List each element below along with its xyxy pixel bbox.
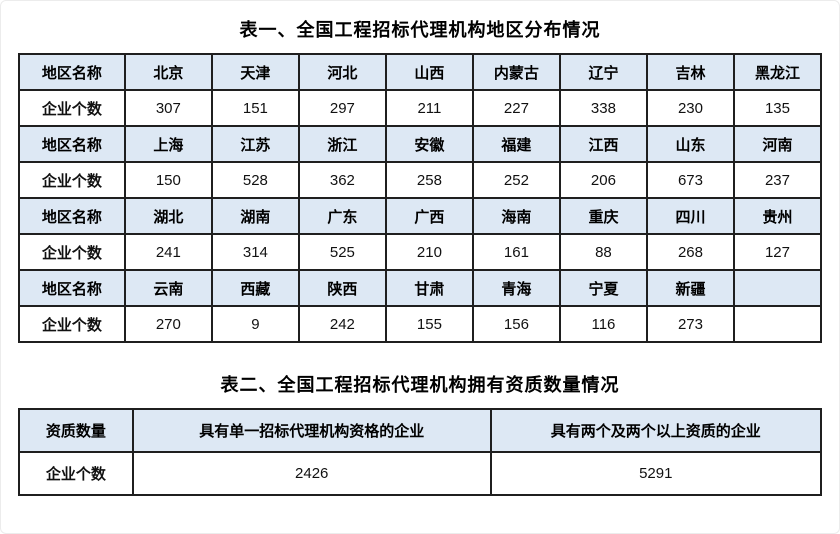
region-count-cell: 150 <box>123 161 213 199</box>
region-name-cell: 福建 <box>471 125 561 163</box>
region-row-label: 地区名称 <box>18 125 126 163</box>
region-count-cell: 151 <box>210 89 300 127</box>
region-name-cell: 广东 <box>297 197 387 235</box>
region-name-cell: 重庆 <box>558 197 648 235</box>
table2-qualification-count: 资质数量 具有单一招标代理机构资格的企业 具有两个及两个以上资质的企业 企业个数 242… <box>18 408 823 496</box>
region-count-cell: 297 <box>297 89 387 127</box>
region-name-cell: 湖北 <box>123 197 213 235</box>
count-row-label: 企业个数 <box>18 305 126 343</box>
region-count-cell: 161 <box>471 233 561 271</box>
region-name-cell: 江苏 <box>210 125 300 163</box>
region-count-cell: 528 <box>210 161 300 199</box>
region-count-cell: 9 <box>210 305 300 343</box>
qualification-column-header: 具有两个及两个以上资质的企业 <box>489 408 823 453</box>
region-row-label: 地区名称 <box>18 269 126 307</box>
region-name-cell: 黑龙江 <box>732 53 823 91</box>
region-name-cell: 河北 <box>297 53 387 91</box>
region-name-cell: 江西 <box>558 125 648 163</box>
region-count-cell: 116 <box>558 305 648 343</box>
region-name-cell: 河南 <box>732 125 823 163</box>
table1-body: 地区名称 北京 天津 河北 山西 内蒙古 辽宁 吉林 黑龙江 企业个数 307 151 297 211 22… <box>18 53 823 343</box>
region-count-cell: 206 <box>558 161 648 199</box>
region-count-row-1: 企业个数 307 151 297 211 227 338 230 135 <box>18 89 823 127</box>
region-name-cell: 广西 <box>384 197 474 235</box>
region-name-cell: 海南 <box>471 197 561 235</box>
region-name-cell: 宁夏 <box>558 269 648 307</box>
region-count-cell: 362 <box>297 161 387 199</box>
region-name-cell: 山东 <box>645 125 735 163</box>
qualification-header-row: 资质数量 具有单一招标代理机构资格的企业 具有两个及两个以上资质的企业 <box>18 408 823 453</box>
region-name-row-2: 地区名称 上海 江苏 浙江 安徽 福建 江西 山东 河南 <box>18 125 823 163</box>
region-name-row-3: 地区名称 湖北 湖南 广东 广西 海南 重庆 四川 贵州 <box>18 197 823 235</box>
table2-body: 资质数量 具有单一招标代理机构资格的企业 具有两个及两个以上资质的企业 企业个数 242… <box>18 408 823 496</box>
count-row-label: 企业个数 <box>18 89 126 127</box>
region-name-cell: 湖南 <box>210 197 300 235</box>
region-count-cell: 135 <box>732 89 823 127</box>
count-row-label: 企业个数 <box>18 233 126 271</box>
region-count-cell: 338 <box>558 89 648 127</box>
qualification-column-header: 具有单一招标代理机构资格的企业 <box>131 408 492 453</box>
region-count-cell: 88 <box>558 233 648 271</box>
region-name-cell: 山西 <box>384 53 474 91</box>
region-count-cell: 127 <box>732 233 823 271</box>
region-count-cell: 273 <box>645 305 735 343</box>
region-count-cell: 210 <box>384 233 474 271</box>
region-count-cell: 211 <box>384 89 474 127</box>
region-name-cell: 甘肃 <box>384 269 474 307</box>
region-name-cell: 辽宁 <box>558 53 648 91</box>
region-name-cell: 四川 <box>645 197 735 235</box>
region-name-row-1: 地区名称 北京 天津 河北 山西 内蒙古 辽宁 吉林 黑龙江 <box>18 53 823 91</box>
region-name-cell: 上海 <box>123 125 213 163</box>
region-name-cell <box>732 269 823 307</box>
table2-title: 表二、全国工程招标代理机构拥有资质数量情况 <box>220 375 620 395</box>
region-name-cell: 云南 <box>123 269 213 307</box>
region-name-cell: 内蒙古 <box>471 53 561 91</box>
region-count-cell: 156 <box>471 305 561 343</box>
region-count-cell: 258 <box>384 161 474 199</box>
region-count-cell: 314 <box>210 233 300 271</box>
region-count-cell: 268 <box>645 233 735 271</box>
region-count-cell: 270 <box>123 305 213 343</box>
region-count-row-2: 企业个数 150 528 362 258 252 206 673 237 <box>18 161 823 199</box>
region-count-row-4: 企业个数 270 9 242 155 156 116 273 <box>18 305 823 343</box>
region-row-label: 地区名称 <box>18 197 126 235</box>
region-name-cell: 安徽 <box>384 125 474 163</box>
table1-regional-distribution: 地区名称 北京 天津 河北 山西 内蒙古 辽宁 吉林 黑龙江 企业个数 307 151 297 211 22… <box>18 53 823 343</box>
region-count-cell: 237 <box>732 161 823 199</box>
region-count-row-3: 企业个数 241 314 525 210 161 88 268 127 <box>18 233 823 271</box>
region-count-cell: 673 <box>645 161 735 199</box>
region-count-cell: 227 <box>471 89 561 127</box>
qualification-row-label: 企业个数 <box>18 451 134 496</box>
table1-title: 表一、全国工程招标代理机构地区分布情况 <box>239 20 601 40</box>
region-count-cell: 155 <box>384 305 474 343</box>
region-count-cell: 242 <box>297 305 387 343</box>
region-name-cell: 陕西 <box>297 269 387 307</box>
document-page: 表一、全国工程招标代理机构地区分布情况 地区名称 北京 天津 河北 山西 内蒙古 辽宁 吉林黑… <box>18 20 823 496</box>
region-name-cell: 青海 <box>471 269 561 307</box>
region-count-cell <box>732 305 823 343</box>
region-count-cell: 307 <box>123 89 213 127</box>
region-count-cell: 525 <box>297 233 387 271</box>
region-name-cell: 西藏 <box>210 269 300 307</box>
region-row-label: 地区名称 <box>18 53 126 91</box>
qualification-header-label: 资质数量 <box>18 408 134 453</box>
region-count-cell: 252 <box>471 161 561 199</box>
region-name-cell: 天津 <box>210 53 300 91</box>
region-count-cell: 241 <box>123 233 213 271</box>
region-name-cell: 新疆 <box>645 269 735 307</box>
qualification-count-cell: 5291 <box>489 451 823 496</box>
qualification-count-cell: 2426 <box>131 451 492 496</box>
qualification-count-row: 企业个数 2426 5291 <box>18 451 823 496</box>
region-name-row-4: 地区名称 云南 西藏 陕西 甘肃 青海 宁夏 新疆 <box>18 269 823 307</box>
region-name-cell: 吉林 <box>645 53 735 91</box>
count-row-label: 企业个数 <box>18 161 126 199</box>
region-name-cell: 北京 <box>123 53 213 91</box>
region-name-cell: 浙江 <box>297 125 387 163</box>
region-count-cell: 230 <box>645 89 735 127</box>
region-name-cell: 贵州 <box>732 197 823 235</box>
